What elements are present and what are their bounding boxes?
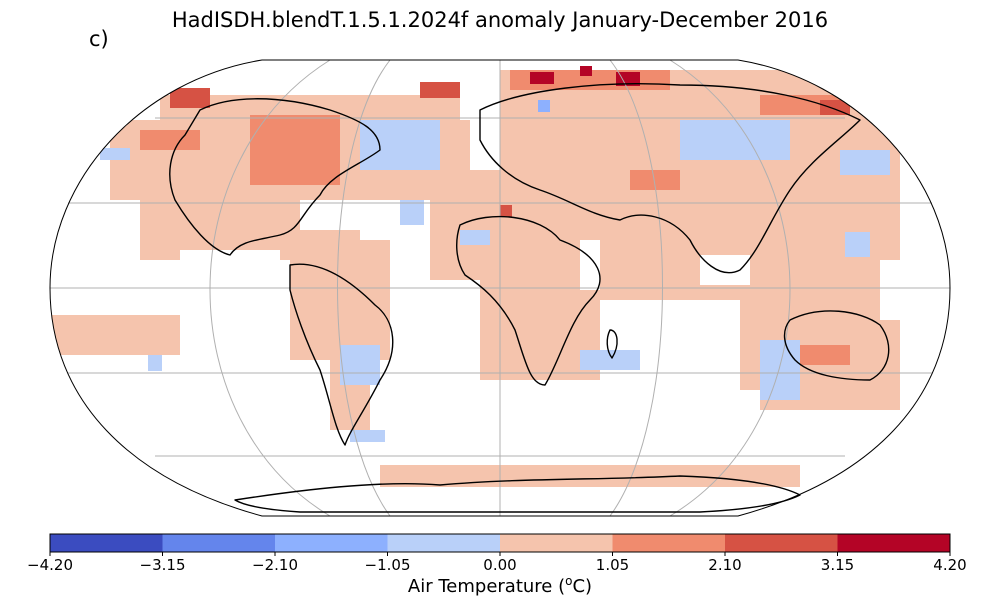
colorbar-segment — [387, 534, 501, 552]
colorbar-tick-label: −3.15 — [139, 556, 186, 574]
colorbar-tick-label: 3.15 — [820, 556, 855, 574]
colorbar-segment — [162, 534, 276, 552]
colorbar-segment — [837, 534, 951, 552]
colorbar-segment — [500, 534, 613, 552]
map-title: HadISDH.blendT.1.5.1.2024f anomaly Janua… — [171, 8, 829, 32]
colorbar-label: Air Temperature (oC) — [407, 574, 593, 597]
colorbar-tick-label: −2.10 — [252, 556, 298, 574]
colorbar-segment — [612, 534, 726, 552]
hot-anomaly-cells — [170, 82, 850, 217]
colorbar-segment — [275, 534, 388, 552]
anomaly-grid — [50, 66, 940, 487]
colorbar-segment — [725, 534, 838, 552]
coastlines — [169, 83, 890, 513]
colorbar-segment — [50, 534, 163, 552]
graticule — [50, 59, 950, 517]
globe-outline — [49, 59, 951, 517]
panel-label: c) — [89, 27, 109, 51]
cool-anomaly-cells — [100, 120, 890, 442]
extreme-warm-cells — [530, 66, 640, 86]
colorbar-tick-label: 4.20 — [933, 556, 967, 574]
colorbar-tick-label: 1.05 — [595, 556, 630, 574]
colorbar-tick-label: −1.05 — [364, 556, 411, 574]
colorbar-tick-label: 0.00 — [483, 556, 517, 574]
colorbar-tick-label: −4.20 — [27, 556, 73, 574]
colorbar-tick-label: 2.10 — [708, 556, 742, 574]
colorbar — [49, 533, 951, 556]
